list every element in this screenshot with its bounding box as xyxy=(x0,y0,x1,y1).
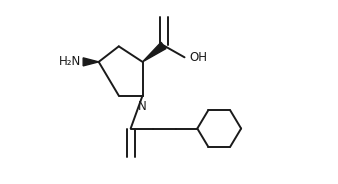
Text: OH: OH xyxy=(189,51,207,64)
Polygon shape xyxy=(143,42,166,62)
Polygon shape xyxy=(83,58,99,66)
Text: N: N xyxy=(138,100,147,113)
Text: H₂N: H₂N xyxy=(59,55,81,68)
